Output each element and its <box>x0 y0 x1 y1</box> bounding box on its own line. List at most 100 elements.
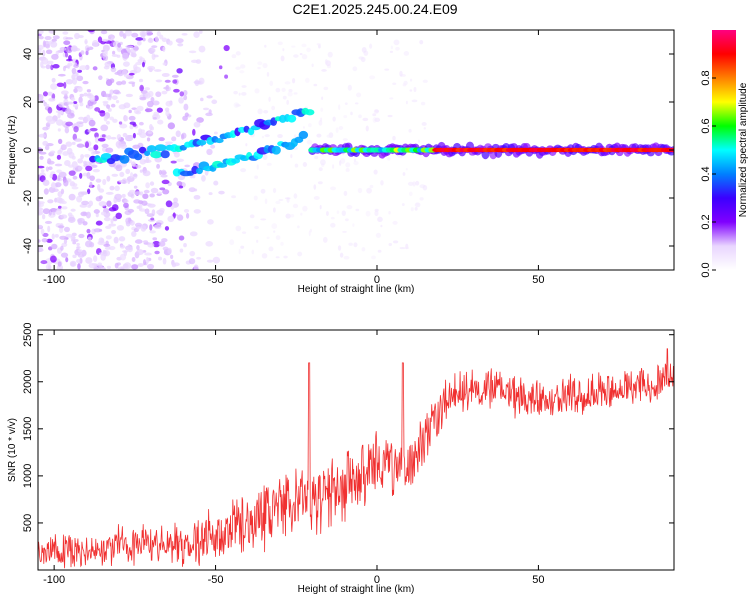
noise-blob <box>60 245 64 251</box>
noise-blob <box>348 242 353 246</box>
noise-blob <box>70 208 76 212</box>
noise-blob <box>157 119 164 125</box>
colorbar-tick-label: 0.0 <box>700 262 712 277</box>
noise-blob <box>65 37 74 40</box>
noise-blob <box>339 252 344 258</box>
noise-blob <box>342 230 347 233</box>
noise-blob <box>336 210 340 214</box>
noise-blob <box>196 117 204 123</box>
noise-blob <box>54 234 59 238</box>
colorbar: 0.0 0.2 0.4 0.6 0.8 Normalized spectral ampl… <box>700 30 749 278</box>
noise-blob <box>175 38 184 44</box>
noise-blob <box>388 243 393 247</box>
noise-blob <box>340 158 346 164</box>
noise-blob <box>352 223 355 227</box>
noise-blob <box>43 188 49 195</box>
branch-blob <box>287 114 297 123</box>
noise-blob <box>151 48 156 52</box>
noise-blob <box>51 53 59 60</box>
noise-blob <box>264 44 267 48</box>
noise-blob <box>50 208 58 213</box>
noise-blob <box>85 240 93 248</box>
noise-blob <box>121 69 128 76</box>
noise-blob <box>101 143 109 148</box>
noise-blob <box>75 72 79 77</box>
noise-blob <box>277 133 283 139</box>
noise-blob <box>130 52 134 57</box>
noise-blob <box>125 45 134 49</box>
noise-blob <box>68 164 75 168</box>
noise-blob <box>73 101 78 104</box>
noise-blob <box>404 246 410 250</box>
noise-blob <box>106 135 112 140</box>
noise-blob <box>81 200 90 206</box>
noise-blob <box>104 61 111 68</box>
noise-blob <box>102 249 107 255</box>
noise-blob <box>128 115 136 121</box>
noise-blob <box>142 170 151 177</box>
noise-blob <box>164 79 171 83</box>
noise-blob <box>152 240 161 248</box>
noise-blob <box>51 181 56 189</box>
noise-blob <box>114 185 120 192</box>
noise-blob <box>251 249 255 255</box>
noise-blob <box>390 45 393 50</box>
noise-blob <box>153 111 160 117</box>
noise-blob <box>116 133 122 141</box>
noise-blob <box>38 93 44 101</box>
noise-blob <box>103 115 108 122</box>
noise-blob <box>118 236 126 242</box>
noise-blob <box>290 154 293 159</box>
noise-blob <box>229 239 235 246</box>
noise-blob <box>282 48 285 52</box>
noise-blob <box>343 114 348 119</box>
noise-blob <box>320 159 326 166</box>
noise-blob <box>138 78 144 83</box>
noise-blob <box>57 175 61 181</box>
noise-blob <box>210 144 216 149</box>
noise-blob <box>42 140 49 146</box>
noise-blob <box>111 95 118 100</box>
noise-blob <box>84 38 88 45</box>
noise-blob <box>413 87 417 92</box>
y-tick-label: 40 <box>22 48 34 60</box>
noise-blob <box>282 95 287 100</box>
noise-blob <box>50 41 58 48</box>
noise-blob <box>110 136 117 140</box>
noise-blob <box>123 102 131 109</box>
noise-blob <box>104 246 111 250</box>
noise-blob <box>49 173 53 179</box>
noise-blob <box>97 110 106 114</box>
y-tick-label: 0 <box>22 147 34 153</box>
noise-blob <box>171 74 179 78</box>
noise-blob <box>134 222 143 228</box>
noise-blob <box>119 30 124 37</box>
noise-blob <box>47 265 51 270</box>
noise-blob <box>77 219 83 225</box>
noise-blob <box>241 85 247 88</box>
noise-blob <box>74 138 82 142</box>
noise-blob <box>119 244 126 249</box>
noise-blob <box>68 170 76 176</box>
noise-blob <box>44 36 52 41</box>
noise-blob <box>73 125 79 133</box>
noise-blob <box>374 208 379 212</box>
noise-blob <box>408 191 413 197</box>
noise-blob <box>347 84 352 91</box>
noise-blob <box>76 75 84 82</box>
noise-blob <box>141 200 148 206</box>
noise-blob <box>374 210 379 217</box>
noise-blob <box>412 181 416 187</box>
noise-blob <box>117 145 121 149</box>
noise-blob <box>330 216 335 220</box>
noise-blob <box>116 198 122 202</box>
noise-blob <box>72 77 78 85</box>
figure-title: C2E1.2025.245.00.24.E09 <box>292 1 457 17</box>
noise-blob <box>191 59 199 64</box>
noise-blob <box>301 43 307 48</box>
noise-blob <box>392 240 399 244</box>
noise-blob <box>72 183 78 187</box>
snr-y-axis-label: SNR (10 * v/v) <box>7 418 18 482</box>
noise-blob <box>253 195 258 201</box>
noise-blob <box>179 91 185 97</box>
